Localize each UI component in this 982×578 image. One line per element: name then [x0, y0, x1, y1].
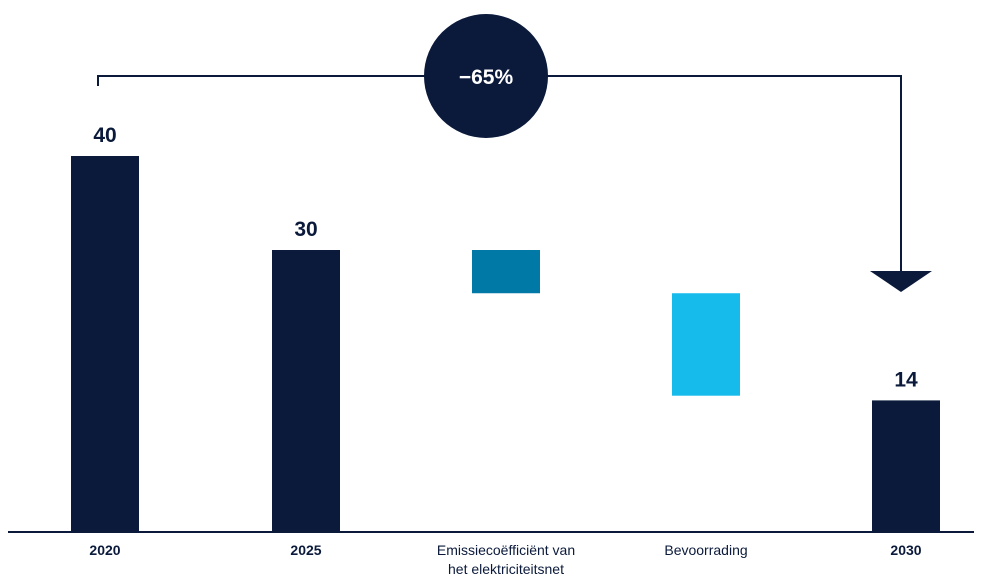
- bar-decrease-2: [672, 293, 740, 396]
- x-tick-label-line: het elektriciteitsnet: [448, 561, 564, 577]
- x-tick-label-line: 2030: [890, 542, 921, 558]
- value-label: 14: [894, 368, 918, 391]
- x-tick-label-line: 2020: [89, 542, 120, 558]
- bar-2030: [872, 400, 940, 532]
- x-tick-label-line: Bevoorrading: [664, 542, 747, 558]
- x-tick-label-line: 2025: [290, 542, 321, 558]
- arrow-down-icon: [870, 271, 932, 292]
- x-tick-label: 2025: [290, 542, 321, 558]
- bars-layer: [71, 156, 940, 532]
- x-tick-label: Bevoorrading: [664, 542, 747, 558]
- x-tick-labels: 2020 2025 Emissiecoëfficiënt van het elektr…: [89, 542, 921, 577]
- change-badge-label: −65%: [459, 66, 514, 89]
- value-label: 40: [93, 124, 116, 147]
- change-badge-circle: [424, 14, 548, 138]
- change-badge: −65%: [424, 14, 548, 138]
- x-tick-label: Emissiecoëfficiënt van het elektriciteits…: [437, 542, 575, 577]
- value-label: 30: [294, 218, 317, 241]
- value-labels-layer: 40 30 14: [93, 124, 918, 391]
- x-tick-label: 2030: [890, 542, 921, 558]
- bar-decrease-1: [472, 250, 540, 294]
- bar-2025: [272, 250, 340, 532]
- x-tick-label-line: Emissiecoëfficiënt van: [437, 542, 575, 558]
- x-tick-label: 2020: [89, 542, 120, 558]
- bar-2020: [71, 156, 139, 532]
